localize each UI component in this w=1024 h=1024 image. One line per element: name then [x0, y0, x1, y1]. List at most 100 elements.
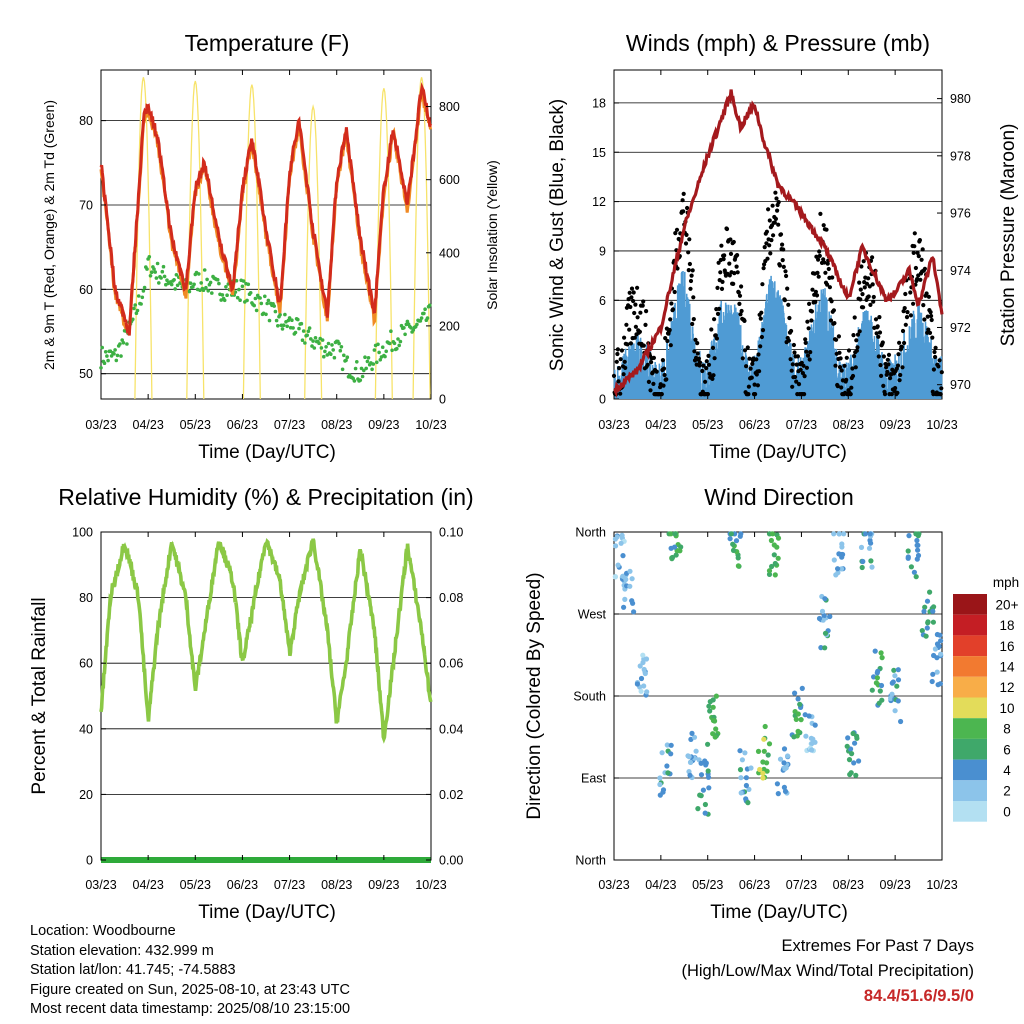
gust-point — [851, 333, 856, 338]
gust-point — [815, 270, 820, 275]
gust-point — [844, 355, 849, 360]
direction-point — [838, 566, 845, 572]
gust-point — [930, 335, 935, 340]
direction-point — [872, 648, 878, 654]
gust-point — [644, 309, 649, 314]
gust-point — [885, 357, 890, 362]
gust-point — [873, 317, 879, 322]
gust-point — [767, 243, 772, 248]
gust-point — [922, 266, 928, 271]
winds-ylabel-right: Station Pressure (Maroon) — [998, 124, 1019, 347]
dewpoint-point — [205, 277, 209, 282]
dewpoint-point — [332, 355, 337, 360]
direction-point — [891, 667, 897, 673]
station-location: Location: Woodbourne — [30, 923, 176, 939]
gust-point — [836, 334, 842, 339]
direction-point — [775, 555, 781, 561]
gust-point — [849, 385, 854, 390]
direction-point — [672, 544, 678, 550]
y-tick-label-right: 200 — [439, 319, 460, 333]
direction-point — [799, 685, 805, 692]
direction-point — [695, 806, 701, 812]
dewpoint-point — [280, 327, 285, 331]
dewpoint-point — [337, 341, 341, 346]
gust-point — [673, 231, 678, 236]
gust-point — [788, 357, 793, 362]
legend-label: 14 — [999, 659, 1015, 674]
gust-point — [895, 390, 900, 395]
direction-point — [640, 659, 646, 666]
direction-point — [643, 656, 650, 662]
direction-point — [769, 563, 775, 570]
gust-point — [771, 233, 776, 238]
gust-point — [931, 367, 937, 372]
gust-point — [640, 303, 645, 308]
direction-point — [895, 677, 902, 683]
dewpoint-point — [278, 312, 282, 317]
y-tick-label: 12 — [592, 195, 606, 209]
direction-point — [614, 534, 620, 540]
gust-point — [767, 218, 772, 223]
gust-point — [903, 291, 908, 297]
direction-point — [812, 722, 818, 728]
direction-point — [810, 736, 816, 742]
gust-point — [882, 392, 888, 397]
direction-point — [764, 760, 770, 766]
dewpoint-point — [115, 353, 120, 358]
dewpoint-point — [204, 285, 208, 290]
gust-point — [762, 245, 767, 250]
direction-point — [922, 604, 928, 610]
direction-point — [707, 699, 713, 705]
gust-point — [880, 340, 885, 345]
humidity-xlabel: Time (Day/UTC) — [198, 902, 336, 923]
gust-point — [700, 368, 705, 374]
gust-point — [722, 253, 727, 258]
gust-point — [821, 257, 826, 262]
gust-point — [736, 290, 741, 295]
gust-point — [924, 291, 929, 296]
gust-point — [871, 299, 876, 304]
gust-point — [735, 270, 740, 275]
direction-point — [850, 730, 856, 737]
gust-point — [805, 353, 811, 358]
gust-point — [884, 365, 889, 370]
x-tick-label: 05/23 — [180, 878, 211, 892]
y-tick-label-right: 600 — [439, 173, 460, 187]
direction-point — [760, 770, 766, 776]
gust-point — [768, 251, 773, 256]
direction-point — [925, 620, 931, 626]
dewpoint-point — [338, 348, 343, 353]
dewpoint-point — [340, 367, 345, 372]
dewpoint-point — [112, 352, 116, 356]
direction-point — [914, 537, 920, 544]
gust-point — [842, 363, 847, 368]
dewpoint-point — [240, 284, 245, 289]
gust-point — [732, 271, 737, 276]
direction-point — [686, 754, 692, 760]
gust-point — [782, 298, 788, 303]
direction-point — [781, 746, 788, 752]
relative-humidity-line — [99, 538, 433, 744]
gust-point — [742, 318, 747, 323]
gust-point — [933, 354, 938, 360]
direction-point — [833, 572, 839, 578]
direction-point — [844, 743, 850, 749]
gust-point — [759, 310, 764, 315]
direction-point — [669, 554, 676, 561]
wind-direction-panel: Wind Direction North East South West North 03… — [524, 484, 1019, 923]
gust-point — [936, 364, 941, 369]
direction-point — [795, 711, 801, 717]
gust-point — [668, 317, 673, 322]
direction-point — [771, 542, 777, 548]
direction-point — [728, 531, 735, 537]
x-tick-label: 08/23 — [321, 878, 352, 892]
gust-point — [803, 337, 808, 342]
gust-point — [758, 344, 763, 349]
dewpoint-point — [360, 374, 365, 379]
gust-point — [816, 257, 821, 262]
gust-point — [672, 289, 677, 295]
gust-point — [915, 250, 920, 255]
direction-point — [782, 788, 789, 795]
direction-point — [737, 748, 743, 754]
gust-point — [692, 349, 697, 354]
